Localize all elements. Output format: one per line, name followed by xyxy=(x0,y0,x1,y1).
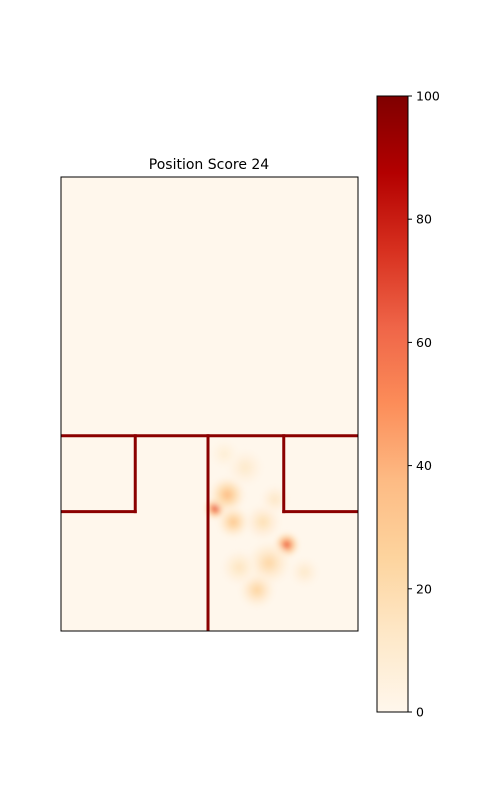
heat-hotspot xyxy=(217,506,250,539)
heat-hotspot xyxy=(290,557,319,587)
colorbar-tick-label: 80 xyxy=(416,212,432,227)
heat-hotspot-ring xyxy=(284,542,289,547)
heat-hotspot-ring xyxy=(272,496,278,502)
heat-hotspot xyxy=(209,476,246,513)
heat-hotspot xyxy=(210,439,239,469)
heat-hotspot-ring xyxy=(254,587,260,594)
heat-hotspot-ring xyxy=(242,464,249,471)
colorbar-ticks: 0 20 40 60 80 100 xyxy=(408,89,440,720)
heat-hotspot-ring xyxy=(265,559,273,567)
heat-hotspot-ring xyxy=(302,569,307,575)
heat-layer xyxy=(204,439,319,608)
colorbar-tick-label: 20 xyxy=(416,581,432,596)
colorbar-tick-label: 40 xyxy=(416,458,432,473)
heat-hotspot-ring xyxy=(236,564,243,571)
plot-area xyxy=(60,176,359,632)
colorbar-tick-label: 100 xyxy=(416,89,440,104)
heat-hotspot-ring xyxy=(224,491,231,498)
plot-frame xyxy=(60,176,359,632)
colorbar: 0 20 40 60 80 100 xyxy=(376,89,440,720)
heat-hotspot xyxy=(274,532,300,558)
colorbar-gradient xyxy=(376,95,409,713)
heat-hotspot-ring xyxy=(221,451,227,457)
heat-hotspot-ring xyxy=(259,519,266,526)
heat-hotspot xyxy=(239,572,275,608)
heat-hotspot-ring xyxy=(230,519,236,525)
colorbar-tick-label: 60 xyxy=(416,335,432,350)
heat-hotspot xyxy=(221,549,258,586)
heat-hotspot xyxy=(247,541,291,585)
chart-title: Position Score 24 xyxy=(149,157,270,173)
colorbar-tick-label: 0 xyxy=(416,705,424,720)
field-lines xyxy=(61,434,358,631)
heat-hotspot xyxy=(260,485,290,514)
